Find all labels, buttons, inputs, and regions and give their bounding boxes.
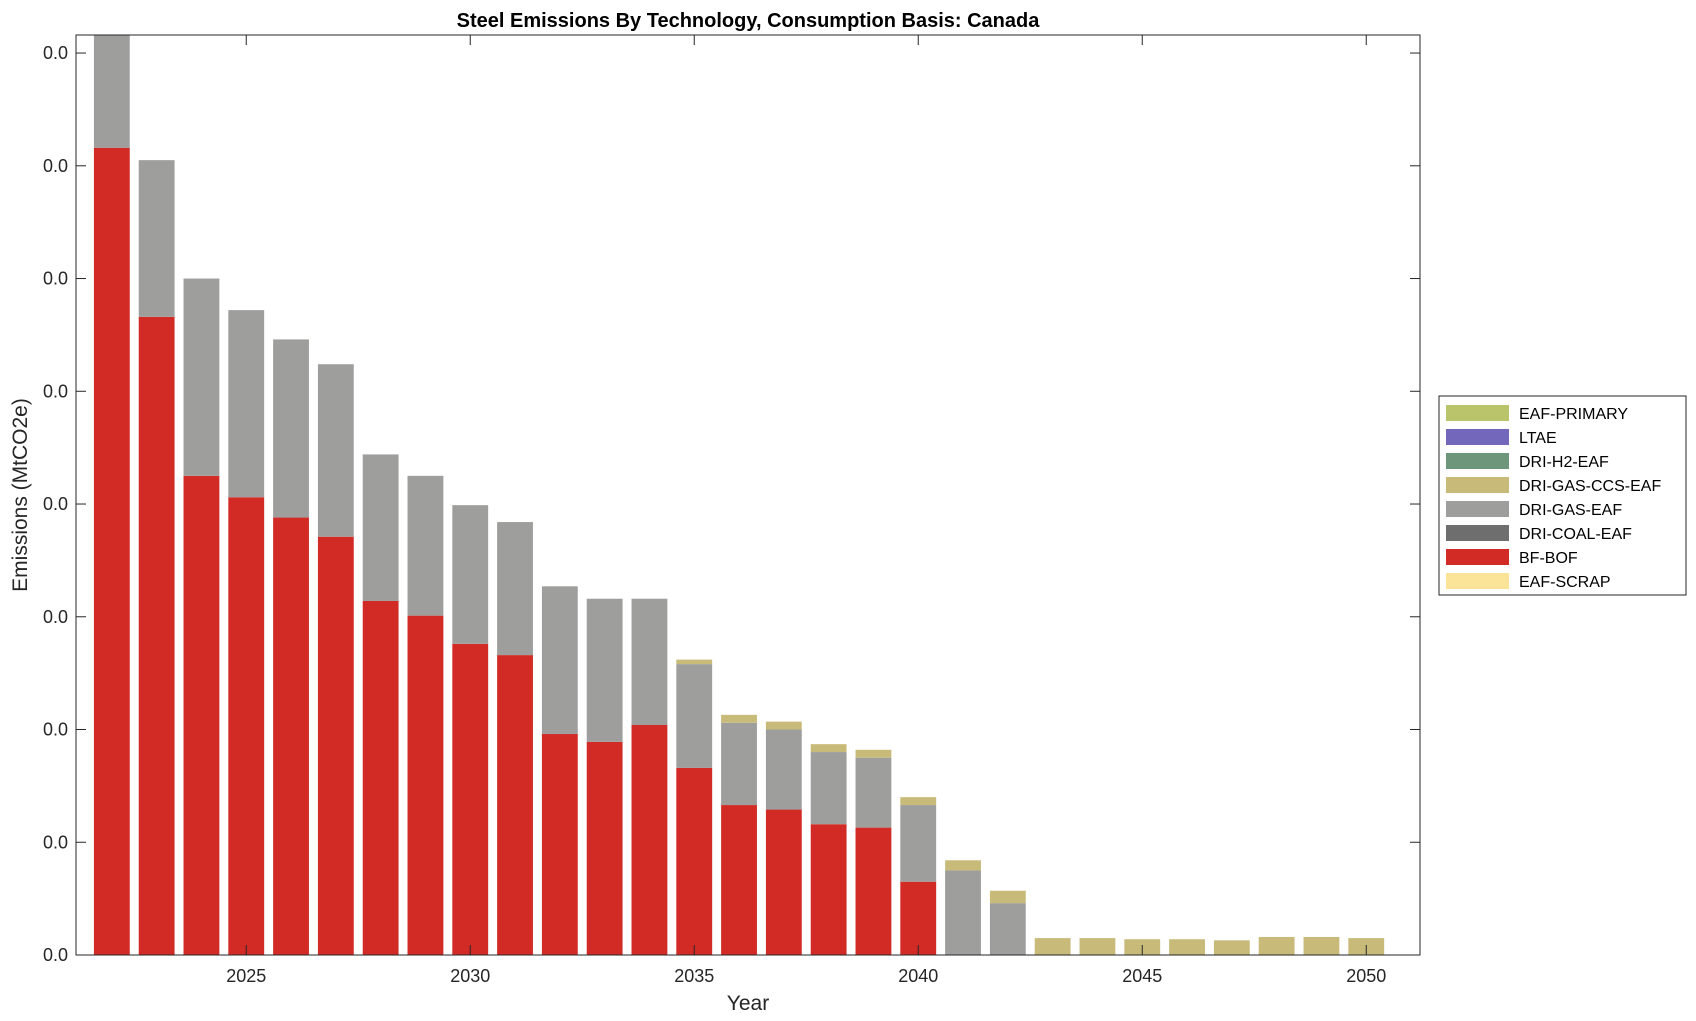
bar-2040-series-4 <box>900 797 937 806</box>
legend-swatch <box>1446 405 1509 421</box>
legend-label: BF-BOF <box>1519 550 1578 567</box>
bar-2025-series-1 <box>228 497 265 955</box>
legend-label: DRI-H2-EAF <box>1519 454 1609 471</box>
y-tick-label: 0.0 <box>43 381 68 401</box>
y-axis-label: Emissions (MtCO2e) <box>9 398 32 592</box>
bar-2037-series-3 <box>765 729 802 810</box>
bar-2049-series-4 <box>1303 936 1340 955</box>
x-tick-label: 2030 <box>450 966 490 986</box>
chart-title: Steel Emissions By Technology, Consumpti… <box>457 10 1041 32</box>
bar-2031-series-1 <box>497 655 533 955</box>
bar-2041-series-4 <box>945 860 981 871</box>
y-tick-label: 0.0 <box>43 156 68 176</box>
bars-layer <box>93 35 1385 955</box>
bar-2046-series-4 <box>1169 939 1205 955</box>
bar-2029-series-1 <box>407 615 444 955</box>
bar-2034-series-1 <box>631 725 668 955</box>
bar-2039-series-3 <box>855 757 892 828</box>
x-tick-label: 2035 <box>674 966 714 986</box>
bar-2026-series-3 <box>273 339 309 518</box>
legend-swatch <box>1446 477 1509 493</box>
bar-2035-series-4 <box>676 659 713 665</box>
y-tick-label: 0.0 <box>43 494 68 514</box>
y-axis-ticks: 0.0 0.0 0.0 0.0 0.0 0.0 0.0 0.0 0.0 <box>43 43 1420 965</box>
bar-2036-series-1 <box>721 805 757 955</box>
bar-2040-series-3 <box>900 805 937 882</box>
bar-2033-series-1 <box>586 741 623 955</box>
y-tick-label: 0.0 <box>43 43 68 63</box>
bar-2042-series-4 <box>989 890 1026 904</box>
bar-2044-series-4 <box>1079 938 1116 955</box>
bar-2032-series-1 <box>541 734 578 955</box>
bar-2027-series-3 <box>317 364 354 537</box>
bar-2026-series-1 <box>273 517 309 955</box>
bar-2024-series-3 <box>183 278 220 476</box>
legend-swatch <box>1446 501 1509 517</box>
bar-2028-series-3 <box>362 454 399 601</box>
bar-2022-series-1 <box>93 147 130 955</box>
bar-2041-series-3 <box>945 870 981 955</box>
x-axis-ticks: 2025 2030 2035 2040 2045 2050 <box>226 35 1386 986</box>
legend-swatch <box>1446 525 1509 541</box>
bar-2024-series-1 <box>183 475 220 955</box>
legend-swatch <box>1446 453 1509 469</box>
bar-2047-series-4 <box>1213 940 1250 955</box>
legend-label: DRI-COAL-EAF <box>1519 526 1632 543</box>
bar-2038-series-4 <box>810 744 847 753</box>
bar-2042-series-3 <box>989 903 1026 955</box>
x-tick-label: 2050 <box>1346 966 1386 986</box>
bar-2043-series-4 <box>1034 938 1071 955</box>
bar-2027-series-1 <box>317 536 354 955</box>
y-tick-label: 0.0 <box>43 945 68 965</box>
legend-label: EAF-SCRAP <box>1519 574 1611 591</box>
legend-swatch <box>1446 429 1509 445</box>
y-tick-label: 0.0 <box>43 269 68 289</box>
bar-2035-series-1 <box>676 767 713 955</box>
bar-2033-series-3 <box>586 598 623 742</box>
bar-2032-series-3 <box>541 586 578 735</box>
bar-2037-series-4 <box>765 721 802 730</box>
bar-2036-series-4 <box>721 714 757 723</box>
bar-2028-series-1 <box>362 600 399 955</box>
legend-swatch <box>1446 573 1509 589</box>
y-tick-label: 0.0 <box>43 832 68 852</box>
legend-label: LTAE <box>1519 430 1557 447</box>
bar-2023-series-3 <box>138 160 175 317</box>
y-tick-label: 0.0 <box>43 607 68 627</box>
bar-2048-series-4 <box>1258 936 1295 955</box>
y-tick-label: 0.0 <box>43 720 68 740</box>
bar-2029-series-3 <box>407 475 444 616</box>
legend-label: DRI-GAS-CCS-EAF <box>1519 478 1661 495</box>
x-tick-label: 2025 <box>226 966 266 986</box>
bar-2039-series-4 <box>855 749 892 758</box>
bar-2039-series-1 <box>855 827 892 955</box>
legend-label: DRI-GAS-EAF <box>1519 502 1622 519</box>
bar-2040-series-1 <box>900 881 937 955</box>
bar-2036-series-3 <box>721 722 757 806</box>
x-tick-label: 2045 <box>1122 966 1162 986</box>
bar-2030-series-1 <box>452 643 489 955</box>
bar-2038-series-3 <box>810 752 847 825</box>
bar-2038-series-1 <box>810 824 847 955</box>
plot-area-frame <box>75 34 1421 956</box>
bar-2025-series-3 <box>228 310 265 498</box>
x-tick-label: 2040 <box>898 966 938 986</box>
legend-label: EAF-PRIMARY <box>1519 406 1628 423</box>
bar-2023-series-1 <box>138 316 175 955</box>
bar-2031-series-3 <box>497 522 533 656</box>
bar-2030-series-3 <box>452 505 489 644</box>
bar-2034-series-3 <box>631 598 668 725</box>
bar-2037-series-1 <box>765 809 802 955</box>
x-axis-label: Year <box>727 992 769 1015</box>
legend-swatch <box>1446 549 1509 565</box>
legend: EAF-PRIMARY LTAE DRI-H2-EAF DRI-GAS-CCS-EAF… <box>1438 395 1687 596</box>
bar-2022-series-3 <box>93 35 130 148</box>
bar-2035-series-3 <box>676 664 713 768</box>
